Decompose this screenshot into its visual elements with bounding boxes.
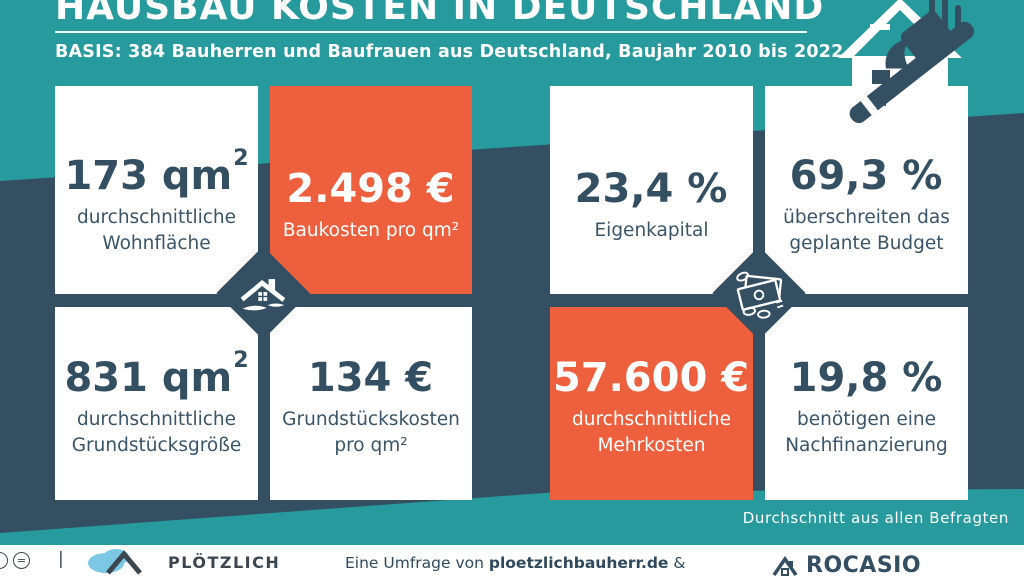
survey-prefix: Eine Umfrage von [345, 554, 489, 572]
stat-value: 23,4 % [574, 165, 728, 212]
stat-card-wohnflaeche: 173 qm2 durchschnittliche Wohnfläche [55, 86, 258, 294]
stat-label: durchschnittliche Mehrkosten [571, 409, 732, 456]
stat-value: 57.600 € [552, 355, 750, 402]
stat-value: 173 qm2 [64, 145, 249, 199]
stat-card-budget: 69,3 % überschreiten das geplante Budget [765, 86, 968, 294]
stat-card-nachfinanzierung: 19,8 % benötigen eine Nachfinanzierung [765, 307, 968, 500]
stat-value: 2.498 € [286, 165, 455, 212]
stat-card-baukosten: 2.498 € Baukosten pro qm² [270, 86, 472, 294]
rocasio-wordmark: ROCASIO [806, 553, 922, 576]
footnote: Durchschnitt aus allen Befragten [742, 509, 1009, 527]
survey-credit: Eine Umfrage von ploetzlichbauherr.de & [345, 554, 685, 572]
stat-card-eigenkapital: 23,4 % Eigenkapital [550, 86, 753, 294]
footer-bar: = | PLÖTZLICH Eine Umfrage von ploetzlic… [0, 545, 1024, 576]
page-title: HAUSBAU KOSTEN IN DEUTSCHLAND [55, 0, 825, 28]
stat-value: 831 qm2 [64, 348, 249, 402]
stat-label: Grundstückskosten pro qm² [282, 409, 460, 456]
page-subtitle: BASIS: 384 Bauherren und Baufrauen aus D… [55, 42, 844, 62]
ploetzlich-wordmark: PLÖTZLICH [168, 553, 281, 572]
stat-value: 19,8 % [789, 355, 943, 402]
stat-card-grundstuecksgroesse: 831 qm2 durchschnittliche Grundstücksgröß… [55, 307, 258, 500]
money-icon [736, 271, 784, 319]
license-icon [0, 552, 8, 569]
money-diamond [712, 246, 806, 340]
stat-card-mehrkosten: 57.600 € durchschnittliche Mehrkosten [550, 307, 753, 500]
stat-label: Eigenkapital [594, 219, 709, 241]
stat-label: benötigen eine Nachfinanzierung [785, 409, 948, 456]
license-equal-icon: = [13, 552, 30, 569]
ploetzlich-logo-icon [88, 549, 142, 575]
rocasio-logo: ROCASIO [772, 555, 921, 576]
stat-value: 134 € [307, 355, 434, 402]
stat-label: Baukosten pro qm² [282, 219, 460, 241]
house-diamond [216, 246, 310, 340]
stat-card-grundstueckskosten: 134 € Grundstückskosten pro qm² [270, 307, 472, 500]
footer-divider: | [58, 549, 64, 569]
stat-label: überschreiten das geplante Budget [783, 206, 950, 254]
title-underline [55, 31, 807, 33]
rocasio-roof-icon [772, 555, 798, 576]
stat-label: durchschnittliche Wohnfläche [76, 206, 237, 254]
ploetzlichbauherr-link[interactable]: ploetzlichbauherr.de [488, 554, 669, 572]
house-hammer-icon [838, 0, 975, 125]
stat-value: 69,3 % [789, 152, 943, 199]
survey-suffix: & [668, 554, 686, 572]
stat-label: durchschnittliche Grundstücksgröße [71, 409, 242, 456]
house-icon [240, 279, 286, 311]
